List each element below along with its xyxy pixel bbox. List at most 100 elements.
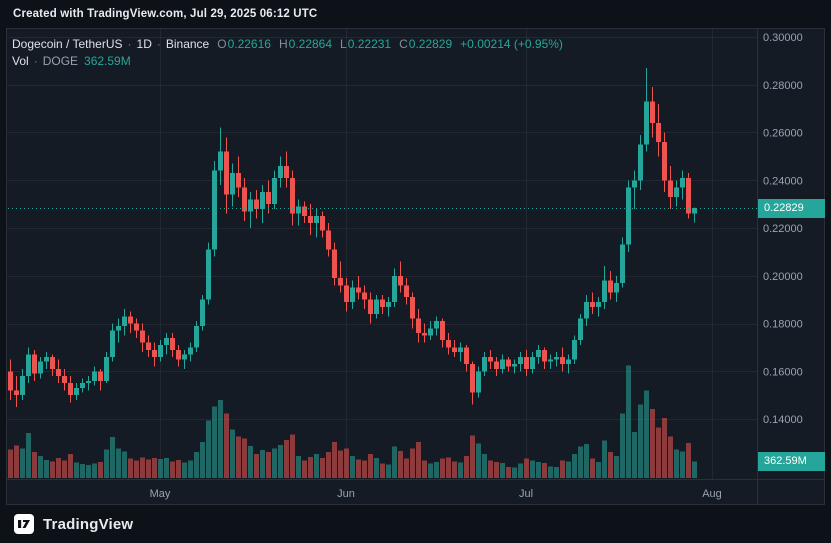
candle-body (98, 371, 103, 381)
last-price-chip-text: 0.22829 (764, 202, 804, 215)
candle-body (56, 368, 61, 377)
price-tick-label: 0.26000 (763, 128, 803, 140)
volume-bar (8, 449, 13, 478)
candle-body (128, 316, 133, 324)
candle-body (446, 340, 451, 348)
candle-body (326, 230, 331, 250)
volume-bar (182, 462, 187, 478)
candle-body (656, 122, 661, 143)
volume-bar (164, 458, 169, 478)
tradingview-link[interactable]: TradingView (14, 514, 133, 534)
open-value: 0.22616 (227, 36, 271, 51)
candle-body (410, 297, 415, 319)
candle-body (344, 285, 349, 303)
volume-bar (176, 460, 181, 478)
volume-bar (488, 460, 493, 478)
candle-body (416, 318, 421, 334)
panel-frame (6, 28, 825, 505)
candle-body (26, 354, 31, 377)
volume-bar (476, 443, 481, 478)
candle-body (134, 323, 139, 331)
volume-bar (356, 459, 361, 478)
volume-bar (122, 451, 127, 478)
candle-body (212, 170, 217, 250)
volume-bar (86, 465, 91, 478)
chart-canvas[interactable]: 0.30000 0.28000 0.26000 0.24000 0.22000 0.200… (0, 28, 831, 505)
candle-body (434, 321, 439, 329)
separator-dot: · (33, 53, 38, 68)
candle-body (188, 347, 193, 355)
price-tick-label: 0.24000 (763, 175, 803, 187)
close-value: 0.22829 (408, 36, 453, 51)
volume-bar (644, 390, 649, 478)
volume-bar (14, 445, 19, 478)
candle-body (92, 371, 97, 381)
candle-body (662, 142, 667, 181)
candle-body (278, 165, 283, 178)
volume-bar (500, 462, 505, 478)
volume-bar (110, 437, 115, 478)
volume-bar (434, 461, 439, 478)
candle-body (260, 192, 265, 209)
volume-bar (464, 455, 469, 478)
candle-body (68, 383, 73, 396)
candle-body (248, 199, 253, 212)
candle-body (584, 302, 589, 319)
legend: Dogecoin / TetherUS · 1D · Binance O 0.2… (12, 35, 563, 69)
candle-body (320, 216, 325, 231)
volume-bar (638, 404, 643, 478)
candle-body (428, 328, 433, 336)
volume-bar (614, 455, 619, 478)
candle-body (458, 347, 463, 353)
volume-bar (428, 463, 433, 478)
interval-label: 1D (136, 36, 152, 51)
candle-body (602, 280, 607, 303)
candle-body (116, 325, 121, 331)
high-label: H (278, 36, 288, 51)
candle-body (38, 361, 43, 374)
volume-bar (374, 458, 379, 478)
candle-body (542, 349, 547, 362)
candle-body (518, 356, 523, 365)
volume-bar (686, 443, 691, 478)
legend-volume-row: Vol · DOGE 362.59M (12, 52, 563, 69)
volume-value: 362.59M (84, 53, 131, 68)
candle-body (674, 187, 679, 197)
time-tick-label: Jun (337, 488, 355, 500)
price-tick-label: 0.14000 (763, 414, 803, 426)
candle-body (314, 216, 319, 224)
volume-bar (626, 365, 631, 478)
candle-body (470, 364, 475, 393)
volume-bar (530, 460, 535, 478)
candle-body (392, 275, 397, 303)
volume-bar (506, 466, 511, 478)
volume-bar (44, 460, 49, 478)
volume-bar (242, 438, 247, 478)
volume-bar (104, 449, 109, 478)
candle-body (398, 275, 403, 286)
candle-body (530, 356, 535, 369)
candle-body (608, 280, 613, 293)
candles (8, 68, 697, 408)
volume-bar (188, 460, 193, 478)
volume-bar (224, 413, 229, 478)
candle-body (332, 249, 337, 279)
volume-bar (254, 454, 259, 478)
volume-bar (392, 446, 397, 478)
candle-body (194, 325, 199, 348)
volume-bar (482, 454, 487, 478)
volume-bar (152, 458, 157, 478)
close-label: C (399, 36, 408, 51)
candle-body (200, 299, 205, 326)
volume-bar (542, 462, 547, 478)
volume-bar (572, 454, 577, 478)
volume-bar (584, 443, 589, 478)
volume-bar (338, 450, 343, 478)
candle-body (254, 199, 259, 209)
volume-symbol: DOGE (42, 53, 79, 68)
candle-body (362, 292, 367, 300)
candle-body (452, 347, 457, 353)
price-tick-label: 0.18000 (763, 319, 803, 331)
volume-bar (272, 448, 277, 478)
last-price-chip: 0.22829 (758, 198, 825, 218)
